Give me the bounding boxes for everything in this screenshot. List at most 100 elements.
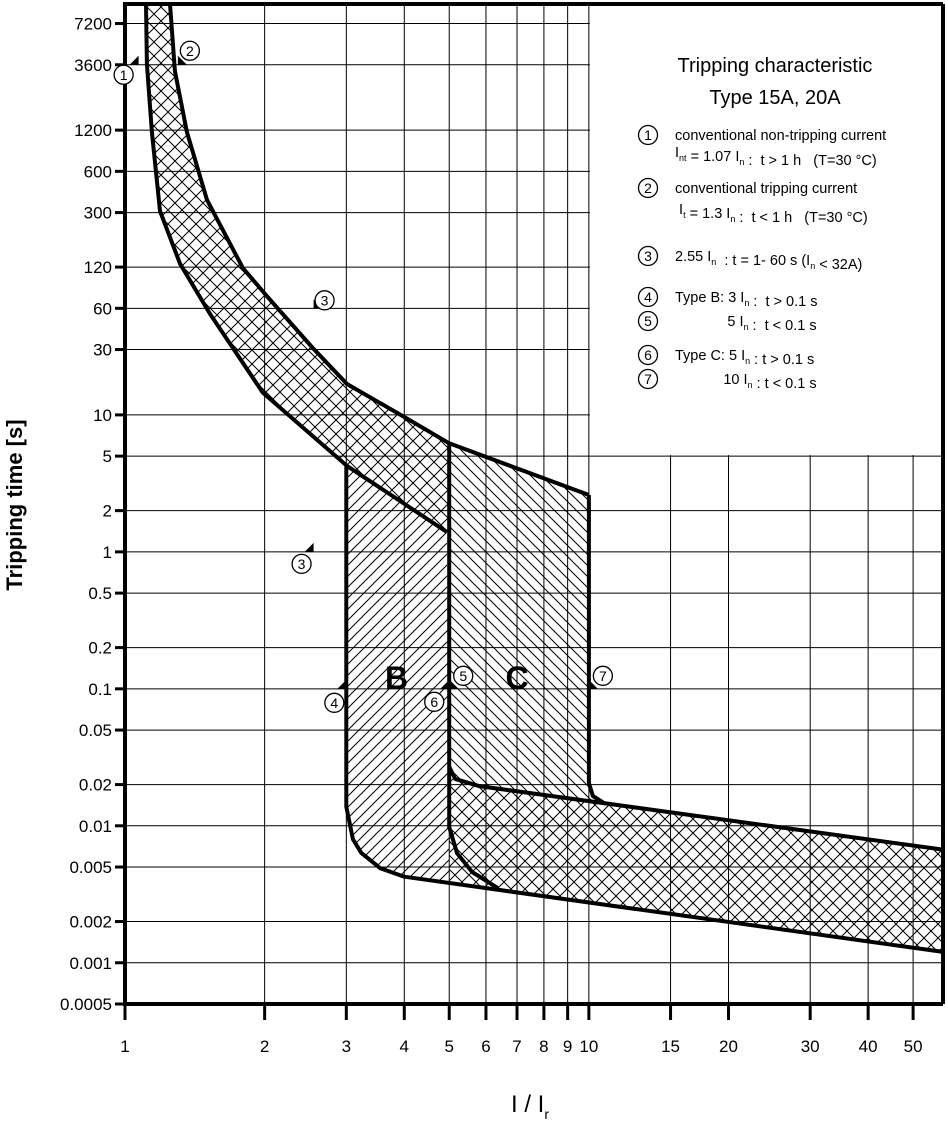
legend-item-1-number: 1 [644,127,652,143]
y-tick-label: 5 [103,447,112,466]
legend-text-segment: 2.55 I [675,249,711,265]
subscript: n [711,257,716,267]
subscript: n [748,380,753,390]
legend-item-1-circle [637,124,659,146]
subscript: n [745,356,750,366]
y-tick-label: 7200 [74,15,112,34]
y-tick-label: 0.002 [69,913,112,932]
y-tick-label: 120 [84,258,112,277]
marker-3-circle [314,290,335,311]
characteristic-curves [144,3,944,954]
marker-1-circle [113,64,134,85]
legend-text-segment: I [675,202,683,218]
y-tick-label: 1 [103,543,112,562]
legend-text-segment: conventional non-tripping current [675,128,886,144]
marker-3-circle [291,553,312,575]
marker-flag [440,679,450,689]
legend-item-7-circle [637,368,659,390]
y-tick-label: 0.0005 [60,995,112,1014]
marker-4-circle [324,692,345,713]
subscript: n [739,157,744,167]
curve-type-b-left [344,465,405,879]
legend-text-segment: conventional tripping current [675,181,857,197]
subscript: n [810,261,815,271]
curve-type-c-right [586,495,606,805]
marker-7-circle [592,665,614,686]
y-tick-label: 0.005 [69,858,112,877]
x-tick-label: 10 [579,1037,598,1056]
curve-type-c-inner [447,765,944,852]
legend-text-segment: = 1.07 I [687,149,740,165]
x-tick-label: 5 [444,1037,453,1056]
marker-1-number: 1 [120,67,128,83]
legend-text: 10 In : t < 0.1 s [675,372,817,392]
region-label-b: B [385,660,408,696]
x-tick-label: 30 [801,1037,820,1056]
y-tick-label: 10 [93,406,112,425]
subscript: t [683,210,686,220]
y-tick-label: 60 [93,299,112,318]
curve-bottom-lower [404,874,944,954]
subscript: n [744,322,749,332]
x-tick-label: 6 [481,1037,490,1056]
legend-text: It = 1.3 In : t < 1 h (T=30 °C) [675,202,868,226]
legend-text-segment: = 1.3 I [686,206,731,222]
y-axis-label: Tripping time [s] [2,419,27,590]
chart-subtitle: Type 15A, 20A [709,87,841,109]
x-tick-label: 50 [904,1037,923,1056]
y-tick-label: 0.01 [79,817,112,836]
x-tick-label: 8 [539,1037,548,1056]
legend-item-4-number: 4 [644,289,652,305]
x-axis-label-sub: r [544,1106,549,1122]
y-tick-label: 0.5 [88,584,112,603]
subscript: nt [679,153,687,163]
legend-item-6-number: 6 [644,347,652,363]
legend-text-segment: : t > 0.1 s [749,294,817,310]
y-tick-label: 0.02 [79,776,112,795]
legend-text: Type C: 5 In : t > 0.1 s [675,348,814,368]
x-tick-label: 4 [400,1037,409,1056]
chart-title: Tripping characteristic [678,55,873,77]
legend-item-3-number: 3 [644,248,652,264]
x-axis-label-main: I / I [511,1091,544,1118]
axes: 1 2 3 4 5 6 7 8 9 10 15 20 30 40 500.00050.0010.0020.0… [60,2,945,1056]
marker-flag [449,679,459,689]
curve-thermal-lower [144,3,448,534]
legend-text-segment: : t > 0.1 s [750,352,814,368]
legend-text: Type B: 3 In : t > 0.1 s [675,290,817,310]
y-tick-label: 0.2 [88,639,112,658]
marker-2-number: 2 [186,43,194,59]
marker-6-circle [424,691,445,712]
marker-flag [129,55,139,65]
region-type-c [449,443,605,804]
legend-item-5-number: 5 [644,313,652,329]
legend-text-segment: Type C: 5 I [675,348,745,364]
y-tick-label: 600 [84,162,112,181]
legend-text: conventional tripping current [675,181,857,197]
legend-text: conventional non-tripping current [675,128,886,144]
x-tick-label: 1 [120,1037,129,1056]
marker-flag [177,55,187,65]
marker-flag [304,542,314,552]
y-tick-label: 1200 [74,121,112,140]
legend-item-5-circle [637,310,659,332]
legend-text: Int = 1.07 In : t > 1 h (T=30 °C) [675,145,877,169]
x-axis-label: I / Ir [511,1091,549,1122]
legend-text: 2.55 In : t = 1- 60 s (In < 32A) [675,249,862,273]
legend-text-segment: Type B: 3 I [675,290,744,306]
curve-type-c-left [447,443,500,890]
legend-text-segment: : t = 1- 60 s (I [716,253,810,269]
y-tick-label: 0.1 [88,680,112,699]
subscript: n [744,298,749,308]
x-tick-label: 3 [342,1037,351,1056]
marker-6-number: 6 [430,694,438,710]
region-thermal-band [146,4,450,532]
marker-3-number: 3 [321,292,329,308]
y-tick-label: 3600 [74,56,112,75]
y-tick-label: 300 [84,204,112,223]
legend-item-4-circle [637,286,659,308]
legend: Tripping characteristic Type 15A, 20A 1 c… [637,55,886,392]
x-tick-label: 15 [661,1037,680,1056]
legend-item-3-circle [637,245,659,267]
